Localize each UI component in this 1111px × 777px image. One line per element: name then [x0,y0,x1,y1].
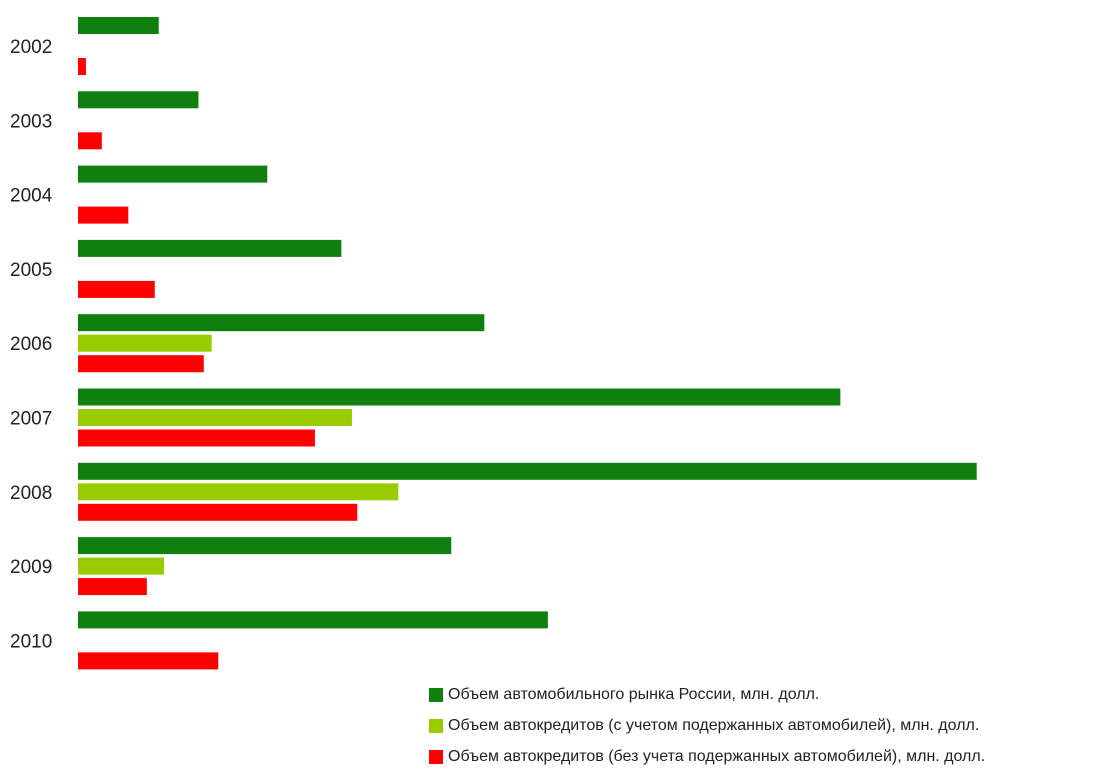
year-label-2009: 2009 [10,557,52,578]
bar-market-2003 [78,91,199,109]
bar-loans-with-used-2007 [78,409,352,426]
legend-swatch-loans-without-used [429,750,443,764]
year-label-2008: 2008 [10,483,52,504]
bar-loans-without-used-2008 [78,503,358,521]
bar-market-2010 [78,611,548,629]
bar-loans-with-used-2006 [78,334,212,352]
legend-swatch-market [429,688,443,702]
bar-market-2008 [78,462,977,480]
year-label-2002: 2002 [10,37,52,58]
legend-item-market: Объем автомобильного рынка России, млн. … [429,684,1109,706]
bar-market-2004 [78,165,268,183]
bar-loans-with-used-2009 [78,557,165,575]
year-label-2003: 2003 [10,111,52,132]
year-label-2004: 2004 [10,186,53,207]
year-label-2006: 2006 [10,334,52,355]
bar-loans-without-used-2010 [78,652,219,670]
year-label-2010: 2010 [10,631,52,652]
legend-swatch-loans-with-used [429,719,443,733]
legend-label-loans-with-used: Объем автокредитов (с учетом подержанных… [448,717,980,734]
chart-legend: Объем автомобильного рынка России, млн. … [429,684,1109,777]
bar-chart-plot: 2002 2003 2004 2005 2006 2007 2008 2009 2010 [10,17,977,670]
bar-market-2006 [78,314,485,332]
bar-loans-with-used-2008 [78,483,399,501]
legend-label-loans-without-used: Объем автокредитов (без учета подержанны… [448,748,986,765]
year-label-2005: 2005 [10,260,52,281]
bar-market-2005 [78,239,342,257]
bar-loans-without-used-2004 [78,206,129,224]
legend-item-loans-with-used: Объем автокредитов (с учетом подержанных… [429,715,1109,737]
legend-label-market: Объем автомобильного рынка России, млн. … [448,686,820,703]
legend-item-loans-without-used: Объем автокредитов (без учета подержанны… [429,746,1109,768]
bar-loans-without-used-2002 [78,58,86,75]
bar-loans-without-used-2005 [78,280,155,298]
year-label-2007: 2007 [10,409,52,430]
bar-loans-without-used-2009 [78,578,147,596]
bar-market-2007 [78,388,841,406]
bar-loans-without-used-2006 [78,355,204,373]
bar-loans-without-used-2003 [78,132,102,150]
bar-market-2009 [78,537,452,555]
bar-market-2002 [78,17,159,34]
bar-loans-without-used-2007 [78,429,315,447]
